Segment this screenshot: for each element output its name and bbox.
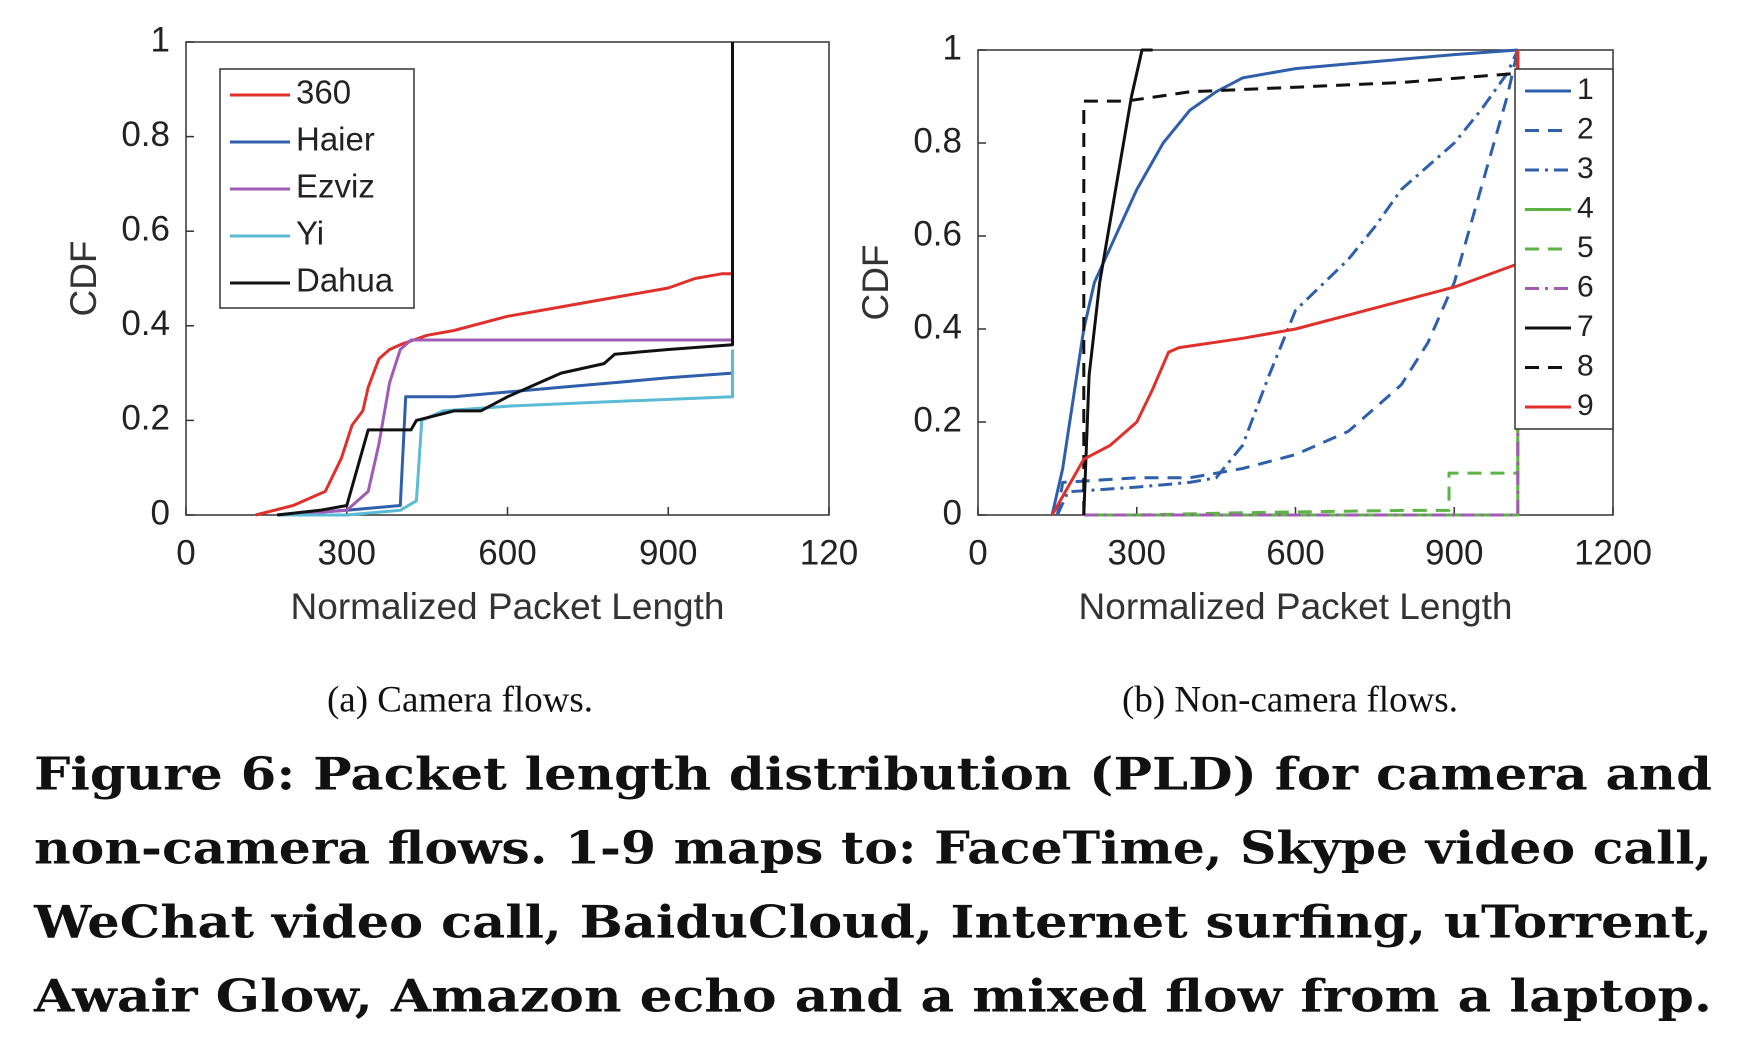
legend-label: 8 (1577, 349, 1594, 382)
y-axis-label: CDF (63, 240, 104, 316)
x-tick-label: 300 (1108, 533, 1166, 572)
caption-line: Awair Glow, Amazon echo and a mixed flow… (33, 970, 1712, 1023)
y-tick-label: 0.8 (913, 121, 962, 160)
caption-line: Figure 6: Packet length distribution (PL… (34, 748, 1712, 801)
cdf-line (276, 42, 734, 517)
legend-label: 4 (1577, 191, 1594, 224)
legend-label: 5 (1577, 231, 1594, 264)
y-tick-label: 0.4 (913, 307, 962, 346)
subcaption: (b) Non-camera flows. (1122, 679, 1458, 720)
y-axis-label: CDF (855, 244, 896, 320)
legend-label: Yi (296, 215, 324, 252)
legend-label: 6 (1577, 270, 1594, 303)
x-tick-label: 300 (318, 533, 376, 572)
legend-label: Ezviz (296, 168, 375, 205)
legend-label: Haier (296, 121, 375, 158)
cdf-line (276, 338, 733, 517)
x-tick-label: 120 (800, 533, 858, 572)
x-tick-label: 1200 (1574, 533, 1652, 572)
legend-label: 1 (1577, 73, 1594, 106)
legend-label: 7 (1577, 310, 1594, 343)
x-tick-label: 600 (1266, 533, 1324, 572)
legend-label: 3 (1577, 152, 1594, 185)
cdf-line (276, 371, 733, 517)
cdf-line (1082, 50, 1520, 515)
x-tick-label: 0 (176, 533, 195, 572)
x-tick-label: 900 (639, 533, 697, 572)
cdf-line (1050, 48, 1518, 516)
y-tick-label: 0.2 (121, 399, 170, 438)
y-tick-label: 0.6 (121, 209, 170, 248)
y-tick-label: 1 (151, 20, 170, 59)
cdf-line (1055, 49, 1520, 516)
y-tick-label: 0 (151, 493, 170, 532)
cdf-line (255, 272, 733, 517)
caption-line: non-camera flows. 1-9 maps to: FaceTime,… (34, 822, 1712, 875)
x-tick-label: 600 (478, 533, 536, 572)
y-tick-label: 0.2 (913, 400, 962, 439)
legend-label: 2 (1577, 112, 1594, 145)
legend-label: Dahua (296, 262, 394, 299)
subcaption: (a) Camera flows. (327, 679, 593, 720)
caption-line: WeChat video call, BaiduCloud, Internet … (33, 896, 1712, 949)
y-tick-label: 1 (943, 28, 962, 67)
x-tick-label: 0 (968, 533, 987, 572)
x-tick-label: 900 (1425, 533, 1483, 572)
cdf-line (1050, 50, 1520, 516)
x-axis-label: Normalized Packet Length (291, 586, 725, 627)
legend-label: 360 (296, 74, 351, 111)
cdf-line (1056, 49, 1520, 516)
y-tick-label: 0.8 (121, 115, 170, 154)
x-axis-label: Normalized Packet Length (1079, 586, 1513, 627)
legend-label: 9 (1577, 389, 1594, 422)
chart: 0 300 600 900 1200 0 0.2 0.4 0.6 0.8 1 Normalized P… (855, 28, 1652, 720)
y-tick-label: 0.4 (121, 304, 170, 343)
y-tick-label: 0.6 (913, 214, 962, 253)
cdf-line (1082, 48, 1153, 516)
y-tick-label: 0 (943, 493, 962, 532)
